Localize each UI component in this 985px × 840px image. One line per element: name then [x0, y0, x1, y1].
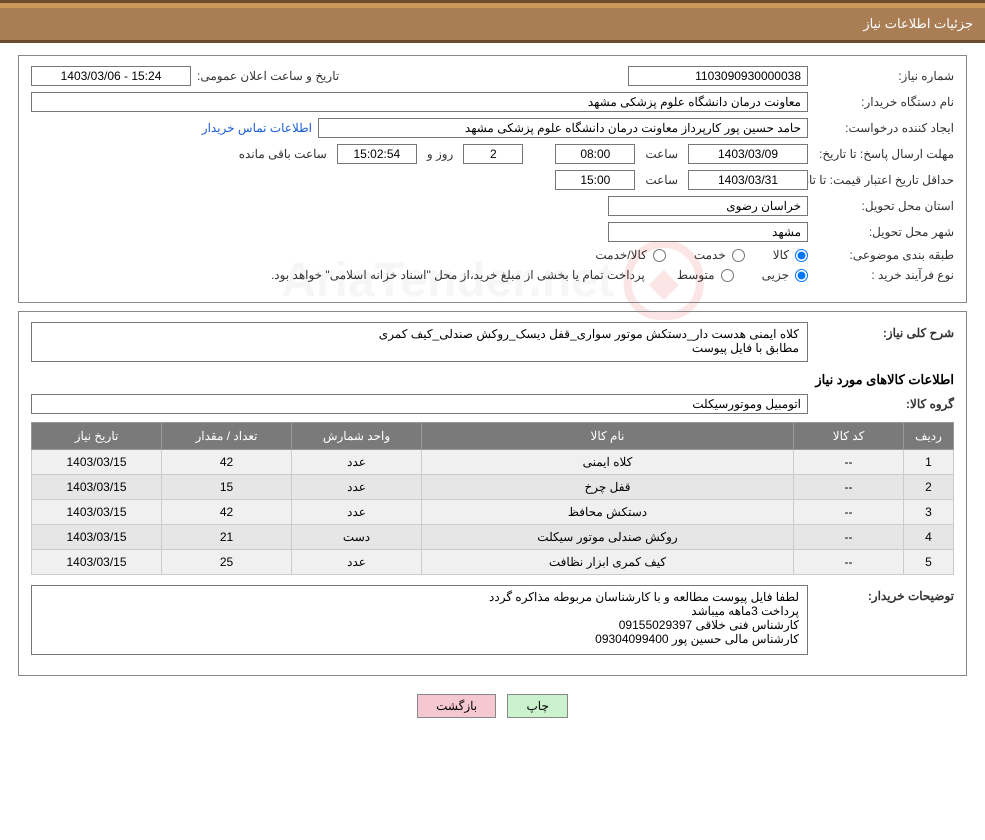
goods-group-label: گروه کالا: — [814, 397, 954, 411]
col-date: تاریخ نیاز — [32, 423, 162, 450]
cell-code: -- — [794, 525, 904, 550]
cell-name: قفل چرخ — [422, 475, 794, 500]
subject-class-radios: کالا خدمت کالا/خدمت — [595, 248, 808, 262]
col-code: کد کالا — [794, 423, 904, 450]
remaining-label: ساعت باقی مانده — [239, 147, 327, 161]
buyer-notes-label: توضیحات خریدار: — [814, 585, 954, 603]
partial-radio[interactable] — [795, 269, 808, 282]
table-row: 4--روکش صندلی موتور سیکلتدست211403/03/15 — [32, 525, 954, 550]
buyer-org-field[interactable] — [31, 92, 808, 112]
service-radio-label: خدمت — [694, 248, 726, 262]
buyer-contact-link[interactable]: اطلاعات تماس خریدار — [202, 121, 312, 135]
cell-qty: 15 — [162, 475, 292, 500]
cell-code: -- — [794, 550, 904, 575]
cell-date: 1403/03/15 — [32, 475, 162, 500]
need-desc-field[interactable] — [31, 322, 808, 362]
back-button[interactable]: بازگشت — [417, 694, 496, 718]
goods-radio[interactable] — [795, 249, 808, 262]
requester-label: ایجاد کننده درخواست: — [814, 121, 954, 135]
table-row: 3--دستکش محافظعدد421403/03/15 — [32, 500, 954, 525]
province-field[interactable] — [608, 196, 808, 216]
cell-qty: 42 — [162, 500, 292, 525]
print-button[interactable]: چاپ — [507, 694, 567, 718]
cell-code: -- — [794, 500, 904, 525]
announce-datetime-label: تاریخ و ساعت اعلان عمومی: — [197, 69, 339, 83]
purchase-type-label: نوع فرآیند خرید : — [814, 268, 954, 282]
need-desc-label: شرح کلی نیاز: — [814, 322, 954, 340]
cell-name: کیف کمری ابزار نظافت — [422, 550, 794, 575]
table-row: 2--قفل چرخعدد151403/03/15 — [32, 475, 954, 500]
price-validity-hour-field[interactable] — [555, 170, 635, 190]
cell-date: 1403/03/15 — [32, 500, 162, 525]
countdown-field[interactable] — [337, 144, 417, 164]
city-label: شهر محل تحویل: — [814, 225, 954, 239]
buyer-org-label: نام دستگاه خریدار: — [814, 95, 954, 109]
cell-n: 3 — [904, 500, 954, 525]
hour-label-2: ساعت — [645, 173, 678, 187]
table-row: 5--کیف کمری ابزار نظافتعدد251403/03/15 — [32, 550, 954, 575]
announce-datetime-field[interactable] — [31, 66, 191, 86]
page-header: جزئیات اطلاعات نیاز — [0, 3, 985, 40]
cell-date: 1403/03/15 — [32, 525, 162, 550]
cell-name: روکش صندلی موتور سیکلت — [422, 525, 794, 550]
subject-class-label: طبقه بندی موضوعی: — [814, 248, 954, 262]
cell-date: 1403/03/15 — [32, 550, 162, 575]
price-validity-label: حداقل تاریخ اعتبار قیمت: — [830, 173, 954, 187]
goods-panel: شرح کلی نیاز: اطلاعات کالاهای مورد نیاز … — [18, 311, 967, 676]
medium-radio-label: متوسط — [677, 268, 715, 282]
col-unit: واحد شمارش — [292, 423, 422, 450]
goods-group-field[interactable] — [31, 394, 808, 414]
cell-unit: دست — [292, 525, 422, 550]
details-panel: شماره نیاز: تاریخ و ساعت اعلان عمومی: نا… — [18, 55, 967, 303]
partial-radio-label: جزیی — [762, 268, 789, 282]
cell-n: 5 — [904, 550, 954, 575]
cell-code: -- — [794, 450, 904, 475]
service-radio[interactable] — [732, 249, 745, 262]
goods-table: ردیف کد کالا نام کالا واحد شمارش تعداد /… — [31, 422, 954, 575]
cell-code: -- — [794, 475, 904, 500]
price-validity-date-field[interactable] — [688, 170, 808, 190]
col-name: نام کالا — [422, 423, 794, 450]
response-date-field[interactable] — [688, 144, 808, 164]
col-qty: تعداد / مقدار — [162, 423, 292, 450]
response-hour-field[interactable] — [555, 144, 635, 164]
cell-date: 1403/03/15 — [32, 450, 162, 475]
cell-qty: 42 — [162, 450, 292, 475]
cell-n: 1 — [904, 450, 954, 475]
purchase-note: پرداخت تمام یا بخشی از مبلغ خرید،از محل … — [271, 268, 645, 282]
goods-radio-label: کالا — [773, 248, 789, 262]
goods-info-title: اطلاعات کالاهای مورد نیاز — [31, 372, 954, 388]
province-label: استان محل تحویل: — [814, 199, 954, 213]
table-row: 1--کلاه ایمنیعدد421403/03/15 — [32, 450, 954, 475]
cell-unit: عدد — [292, 450, 422, 475]
requester-field[interactable] — [318, 118, 808, 138]
days-left-field[interactable] — [463, 144, 523, 164]
day-and-label: روز و — [427, 147, 454, 161]
to-date-label-1: تا تاریخ: — [819, 147, 857, 161]
hour-label-1: ساعت — [645, 147, 678, 161]
cell-qty: 21 — [162, 525, 292, 550]
col-row: ردیف — [904, 423, 954, 450]
cell-name: دستکش محافظ — [422, 500, 794, 525]
cell-unit: عدد — [292, 475, 422, 500]
button-bar: چاپ بازگشت — [18, 684, 967, 728]
page-title: جزئیات اطلاعات نیاز — [863, 16, 973, 31]
cell-n: 4 — [904, 525, 954, 550]
city-field[interactable] — [608, 222, 808, 242]
cell-unit: عدد — [292, 550, 422, 575]
cell-name: کلاه ایمنی — [422, 450, 794, 475]
medium-radio[interactable] — [721, 269, 734, 282]
cell-n: 2 — [904, 475, 954, 500]
response-deadline-label: مهلت ارسال پاسخ: — [860, 147, 954, 161]
need-number-label: شماره نیاز: — [814, 69, 954, 83]
goods-service-radio[interactable] — [653, 249, 666, 262]
purchase-type-radios: جزیی متوسط — [677, 268, 808, 282]
goods-service-radio-label: کالا/خدمت — [595, 248, 646, 262]
need-number-field[interactable] — [628, 66, 808, 86]
buyer-notes-field[interactable] — [31, 585, 808, 655]
cell-qty: 25 — [162, 550, 292, 575]
cell-unit: عدد — [292, 500, 422, 525]
